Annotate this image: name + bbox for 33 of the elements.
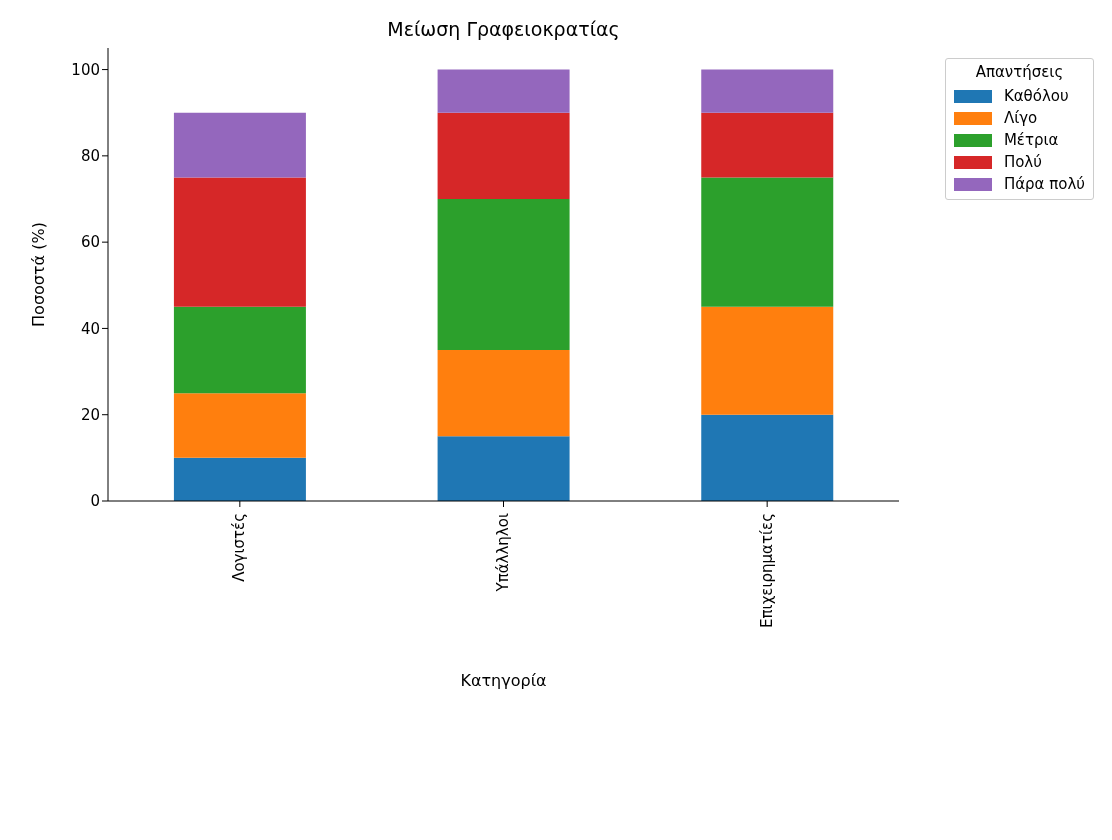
bar [437,436,570,501]
legend-label: Μέτρια [1003,131,1059,149]
x-tick-label: Επιχειρηματίες [757,513,776,628]
bar [173,177,306,307]
bar [173,112,306,178]
bar [701,306,834,415]
bar [437,69,570,113]
legend-label: Λίγο [1003,109,1038,127]
bar [173,306,306,394]
x-axis-title: Κατηγορία [460,671,547,690]
bar [701,112,834,178]
y-tick-label: 100 [71,60,100,79]
legend-label: Πολύ [1003,153,1042,171]
bar [437,112,570,199]
legend-label: Πάρα πολύ [1003,175,1085,193]
bar [173,457,306,501]
chart-title: Μείωση Γραφειοκρατίας [387,18,620,40]
y-tick-label: 60 [80,233,100,252]
legend-title: Απαντήσεις [974,63,1065,81]
legend-label: Καθόλου [1003,87,1069,105]
x-tick-label: Υπάλληλοι [494,513,513,593]
bar [701,177,834,307]
y-axis-title: Ποσοστά (%) [28,222,48,327]
y-tick-label: 40 [80,319,100,338]
x-tick-label: Λογιστές [230,513,249,582]
y-tick-label: 80 [80,147,100,166]
y-tick-label: 20 [80,406,100,425]
bar [173,393,306,458]
bar [701,69,834,113]
bar [437,350,570,437]
bar [437,199,570,350]
y-tick-label: 0 [90,492,100,511]
bar [701,414,834,501]
